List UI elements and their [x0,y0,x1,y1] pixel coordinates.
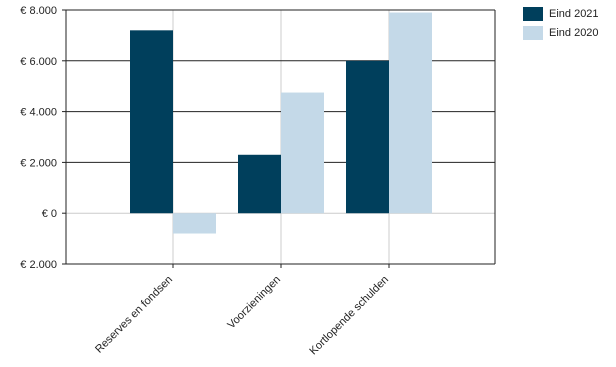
x-category-label: Kortlopende schulden [307,274,391,358]
legend-swatch-eind-2021 [523,6,543,21]
legend-label-eind-2020: Eind 2020 [549,26,599,39]
legend-item-eind-2020[interactable]: Eind 2020 [523,23,599,42]
bar-eind-2020[interactable] [173,213,216,234]
bar-eind-2021[interactable] [238,154,281,214]
x-category-label: Reserves en fondsen [93,274,175,356]
bars [130,12,432,234]
y-tick-label: € 6.000 [20,56,57,68]
legend-label-eind-2021: Eind 2021 [549,7,599,20]
y-tick-label: € 2.000 [20,157,57,169]
y-axis-ticks: € 8.000 € 6.000 € 4.000 € 2.000 € 0 € 2.000 [20,5,66,271]
bar-eind-2021[interactable] [130,30,173,214]
y-tick-label: € 2.000 [20,259,57,271]
y-tick-label: € 4.000 [20,107,57,119]
bar-eind-2021[interactable] [346,60,389,214]
x-axis-labels: Reserves en fondsen Voorzieningen Kortlope… [93,264,391,357]
axes [65,10,496,264]
x-category-label: Voorzieningen [225,274,283,332]
legend: Eind 2021 Eind 2020 [523,4,599,42]
y-tick-label: € 8.000 [20,5,57,17]
legend-item-eind-2021[interactable]: Eind 2021 [523,4,599,23]
legend-swatch-eind-2020 [523,25,543,40]
y-tick-label: € 0 [42,208,57,220]
bar-eind-2020[interactable] [281,92,324,214]
bar-eind-2020[interactable] [389,12,432,214]
